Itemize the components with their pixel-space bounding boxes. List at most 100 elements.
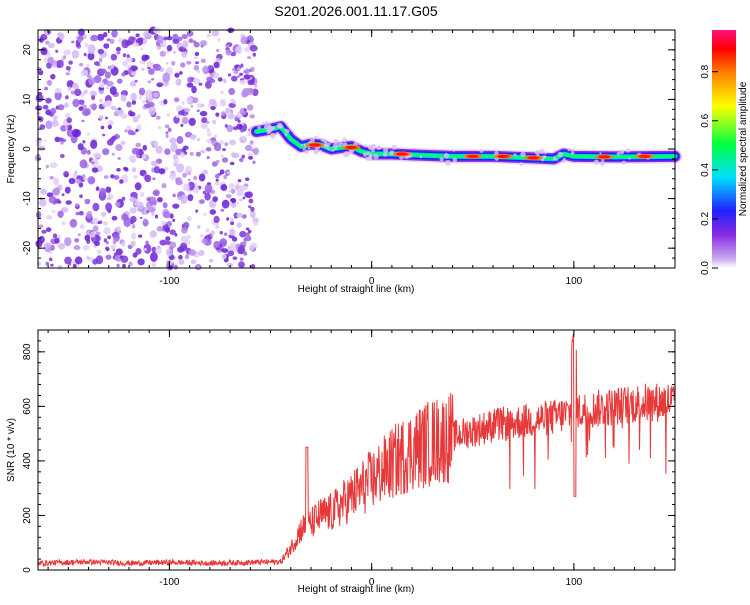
track-halo-dot (370, 143, 377, 150)
noise-dot (65, 72, 70, 76)
noise-dot (219, 100, 227, 107)
noise-dot (196, 109, 200, 112)
noise-dot (156, 35, 164, 44)
noise-dot (181, 200, 185, 204)
noise-dot (97, 48, 105, 55)
noise-dot (141, 54, 148, 62)
y-tick-label: 200 (22, 507, 33, 524)
y-tick-label: 20 (22, 44, 33, 56)
noise-dot (117, 157, 121, 160)
noise-dot (122, 53, 127, 58)
noise-dot (86, 132, 90, 136)
noise-dot (103, 238, 108, 243)
noise-dot (211, 29, 220, 37)
noise-dot (137, 258, 145, 266)
noise-dot (106, 196, 111, 201)
y-tick-label: 600 (22, 398, 33, 415)
track-hotspot (638, 154, 651, 158)
noise-dot (36, 137, 43, 143)
noise-dot (102, 133, 106, 137)
noise-dot (96, 235, 101, 242)
noise-dot (135, 142, 141, 148)
noise-dot (75, 256, 83, 265)
noise-dot (39, 37, 44, 43)
noise-dot (138, 87, 146, 96)
track-halo-dot (309, 137, 315, 143)
noise-dot (221, 111, 226, 116)
noise-dot (140, 191, 145, 197)
noise-dot (121, 72, 126, 77)
track-halo-dot (319, 149, 322, 153)
track-hotspot (309, 143, 321, 147)
noise-dot (215, 160, 220, 164)
track-halo-dot (343, 151, 349, 158)
noise-dot (165, 236, 171, 242)
noise-dot (46, 215, 53, 220)
noise-dot (98, 57, 103, 63)
noise-dot (230, 221, 235, 225)
noise-dot (50, 73, 56, 80)
noise-dot (70, 90, 76, 95)
noise-dot (47, 42, 56, 49)
noise-dot (184, 113, 188, 117)
noise-dot (80, 100, 85, 106)
noise-dot (205, 147, 212, 152)
noise-dot (153, 166, 160, 174)
noise-dot (46, 227, 52, 233)
noise-dot (120, 94, 127, 102)
noise-dot (248, 198, 254, 204)
noise-dot (239, 79, 246, 85)
noise-dot (165, 62, 169, 65)
noise-dot (122, 263, 126, 269)
noise-dot (111, 215, 118, 221)
noise-dot (63, 171, 69, 178)
noise-dot (172, 203, 180, 209)
noise-dot (71, 49, 80, 59)
noise-dot (214, 134, 218, 138)
colorbar-label: Normalized spectral amplitude (738, 81, 749, 216)
noise-dot (40, 47, 48, 56)
noise-dot (84, 234, 91, 241)
noise-dot (201, 238, 208, 244)
track-halo-dot (342, 137, 347, 142)
noise-dot (173, 264, 178, 270)
noise-dot (36, 142, 41, 146)
noise-dot (181, 226, 188, 234)
noise-dot (176, 135, 184, 144)
noise-dot (66, 128, 74, 137)
noise-dot (169, 261, 173, 265)
noise-dot (79, 194, 83, 198)
noise-dot (82, 108, 90, 117)
track-hotspot (345, 145, 358, 150)
noise-dot (200, 123, 208, 129)
track-halo-dot (513, 153, 517, 157)
noise-dot (78, 106, 84, 111)
noise-dot (91, 167, 99, 173)
noise-dot (103, 175, 109, 179)
noise-dot (131, 224, 136, 229)
track-halo-dot (322, 138, 327, 143)
noise-dot (44, 30, 48, 35)
y-tick-label: 10 (22, 93, 33, 105)
noise-dot (204, 192, 211, 201)
noise-dot (208, 98, 217, 105)
noise-dot (110, 53, 118, 61)
noise-dot (117, 107, 122, 111)
noise-dot (45, 97, 52, 104)
noise-dot (114, 254, 122, 262)
noise-dot (166, 44, 173, 52)
noise-dot (91, 95, 96, 101)
noise-dot (145, 240, 149, 245)
noise-dot (104, 71, 111, 79)
noise-dot (184, 165, 192, 175)
noise-dot (218, 140, 224, 145)
noise-dot (252, 160, 256, 164)
noise-dot (149, 230, 157, 238)
noise-dot (249, 210, 256, 219)
noise-dot (145, 89, 153, 100)
noise-dot (186, 234, 191, 239)
noise-dot (151, 78, 155, 81)
track-halo-dot (544, 152, 547, 155)
noise-dot (92, 202, 100, 212)
noise-dot (57, 264, 63, 270)
